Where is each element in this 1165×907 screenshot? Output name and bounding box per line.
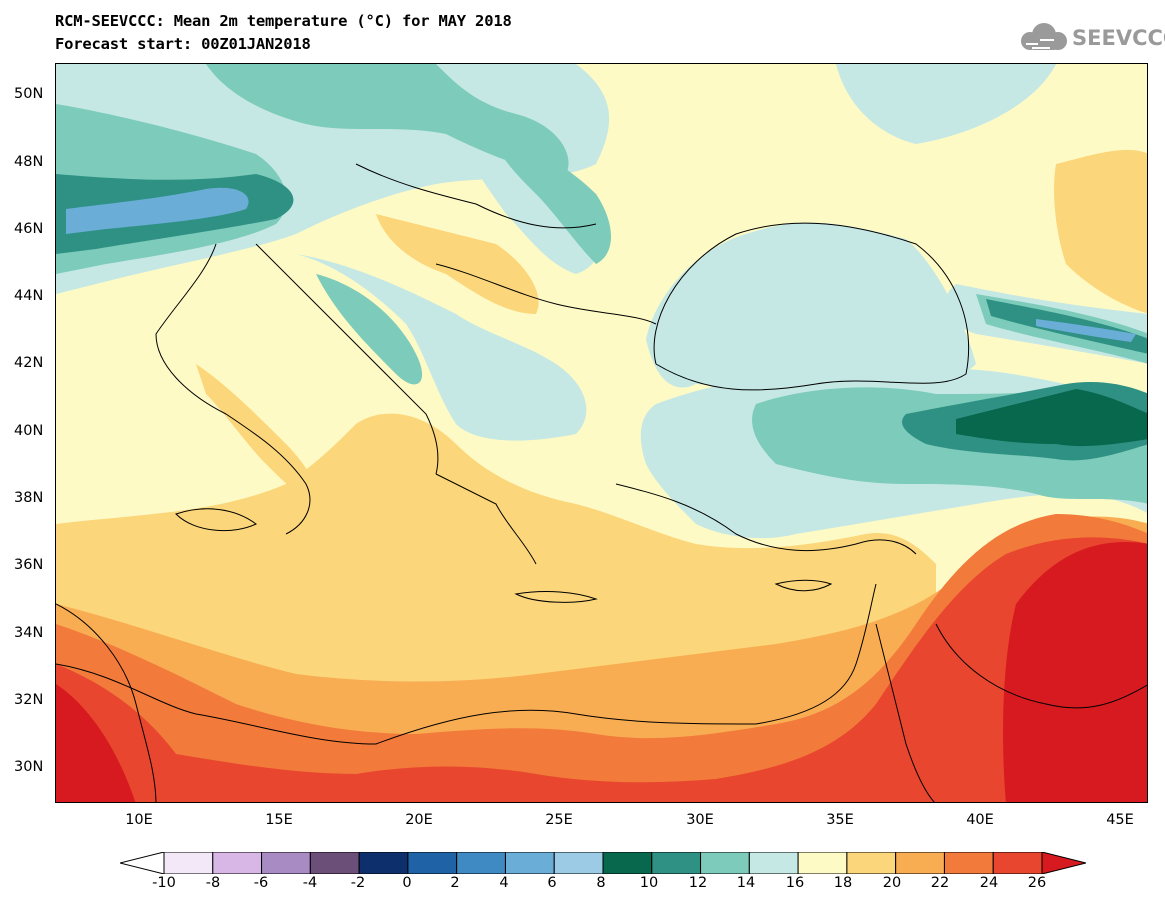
colorbar-over-triangle xyxy=(1041,852,1086,874)
map-title: RCM-SEEVCCC: Mean 2m temperature (°C) fo… xyxy=(55,12,512,30)
border-inland-5 xyxy=(56,603,157,802)
colorbar-label: 8 xyxy=(596,875,606,891)
colorbar-swatch xyxy=(212,852,263,874)
colorbar-swatch xyxy=(309,852,360,874)
lon-label-25e: 25E xyxy=(545,812,573,828)
colorbar-swatch xyxy=(748,852,799,874)
band-12-14-dinaric xyxy=(316,274,423,385)
band-6-8-alps xyxy=(66,187,249,234)
colorbar-label: 14 xyxy=(736,875,756,891)
colorbar-swatch xyxy=(456,852,506,874)
band-12-14-carpathians xyxy=(486,124,611,264)
band-18-20-italy xyxy=(196,364,326,504)
colorbar-under-triangle xyxy=(120,852,165,874)
lat-label-40n: 40N xyxy=(14,423,44,439)
band-14-16-ne-russia xyxy=(836,64,1056,144)
colorbar-label: 2 xyxy=(450,875,460,891)
band-18-20-east xyxy=(1054,149,1147,314)
band-12-14-alps-east xyxy=(206,64,569,174)
coast-italy xyxy=(155,243,311,535)
colorbar-label: -2 xyxy=(350,875,366,891)
band-8-10-anatolia xyxy=(956,389,1147,447)
colorbar-swatch xyxy=(700,852,750,874)
lat-label-32n: 32N xyxy=(14,692,44,708)
border-inland-4 xyxy=(875,623,935,802)
colorbar-label: 12 xyxy=(688,875,708,891)
coast-cyprus xyxy=(774,579,833,592)
band-24-26-south xyxy=(56,537,1147,802)
colorbar-swatch xyxy=(602,852,653,874)
lon-label-35e: 35E xyxy=(826,812,854,828)
lon-label-45e: 45E xyxy=(1106,812,1134,828)
lat-label-38n: 38N xyxy=(14,490,44,506)
colorbar-label: -10 xyxy=(152,875,176,891)
lat-label-42n: 42N xyxy=(14,355,44,371)
colorbar-label: 22 xyxy=(930,875,950,891)
colorbar-swatch xyxy=(651,852,702,874)
colorbar-label: 0 xyxy=(402,875,412,891)
colorbar-label: -4 xyxy=(302,875,318,891)
forecast-start: Forecast start: 00Z01JAN2018 xyxy=(55,35,311,53)
colorbar xyxy=(120,852,1086,874)
temperature-map xyxy=(55,63,1148,803)
colorbar-swatch xyxy=(261,852,311,874)
colorbar-swatch xyxy=(504,852,555,874)
lat-label-44n: 44N xyxy=(14,288,44,304)
colorbar-label: 10 xyxy=(639,875,659,891)
colorbar-swatch xyxy=(553,852,604,874)
colorbar-swatch xyxy=(895,852,945,874)
coast-greece xyxy=(435,473,537,565)
lon-label-10e: 10E xyxy=(125,812,153,828)
lat-label-46n: 46N xyxy=(14,221,44,237)
border-inland-2 xyxy=(435,263,657,325)
coast-turkey xyxy=(615,483,917,555)
band-14-16-balkans xyxy=(296,254,587,441)
lat-label-50n: 50N xyxy=(14,86,44,102)
colorbar-swatch xyxy=(797,852,848,874)
band-18-20-med xyxy=(56,413,936,708)
colorbar-swatch xyxy=(992,852,1043,874)
lon-label-15e: 15E xyxy=(265,812,293,828)
band-14-16-carpathians xyxy=(473,144,600,274)
colorbar-swatch xyxy=(846,852,897,874)
coast-black-sea xyxy=(653,222,970,391)
colorbar-swatch xyxy=(407,852,458,874)
colorbar-label: 6 xyxy=(547,875,557,891)
lat-label-34n: 34N xyxy=(14,625,44,641)
lat-label-30n: 30N xyxy=(14,759,44,775)
band-6-8-caucasus xyxy=(1036,319,1136,342)
border-inland-1 xyxy=(355,163,597,229)
colorbar-swatch xyxy=(943,852,994,874)
band-18-20-balkans xyxy=(376,214,539,314)
colorbar-label: 26 xyxy=(1027,875,1047,891)
band-14-16-black-sea xyxy=(646,222,976,393)
seevccc-logo xyxy=(1021,23,1067,50)
colorbar-swatch xyxy=(163,852,214,874)
coast-crete xyxy=(514,591,598,603)
band-over-26-arabia xyxy=(1003,542,1147,802)
colorbar-label: 16 xyxy=(785,875,805,891)
colorbar-swatch xyxy=(358,852,409,874)
cloud-icon xyxy=(1021,23,1067,50)
colorbar-label: -8 xyxy=(205,875,221,891)
colorbar-label: 24 xyxy=(979,875,999,891)
coast-adriatic xyxy=(255,243,439,475)
colorbar-label: 20 xyxy=(882,875,902,891)
colorbar-label: -6 xyxy=(253,875,269,891)
lat-label-48n: 48N xyxy=(14,154,44,170)
coast-sicily xyxy=(175,508,257,532)
lat-label-36n: 36N xyxy=(14,557,44,573)
colorbar-label: 18 xyxy=(833,875,853,891)
lon-label-40e: 40E xyxy=(966,812,994,828)
logo-text: SEEVCCC xyxy=(1072,26,1165,50)
coast-africa xyxy=(56,583,877,745)
border-inland-3 xyxy=(935,623,1147,709)
band-over-26-libya xyxy=(56,684,136,802)
lon-label-20e: 20E xyxy=(405,812,433,828)
lon-label-30e: 30E xyxy=(686,812,714,828)
colorbar-label: 4 xyxy=(499,875,509,891)
